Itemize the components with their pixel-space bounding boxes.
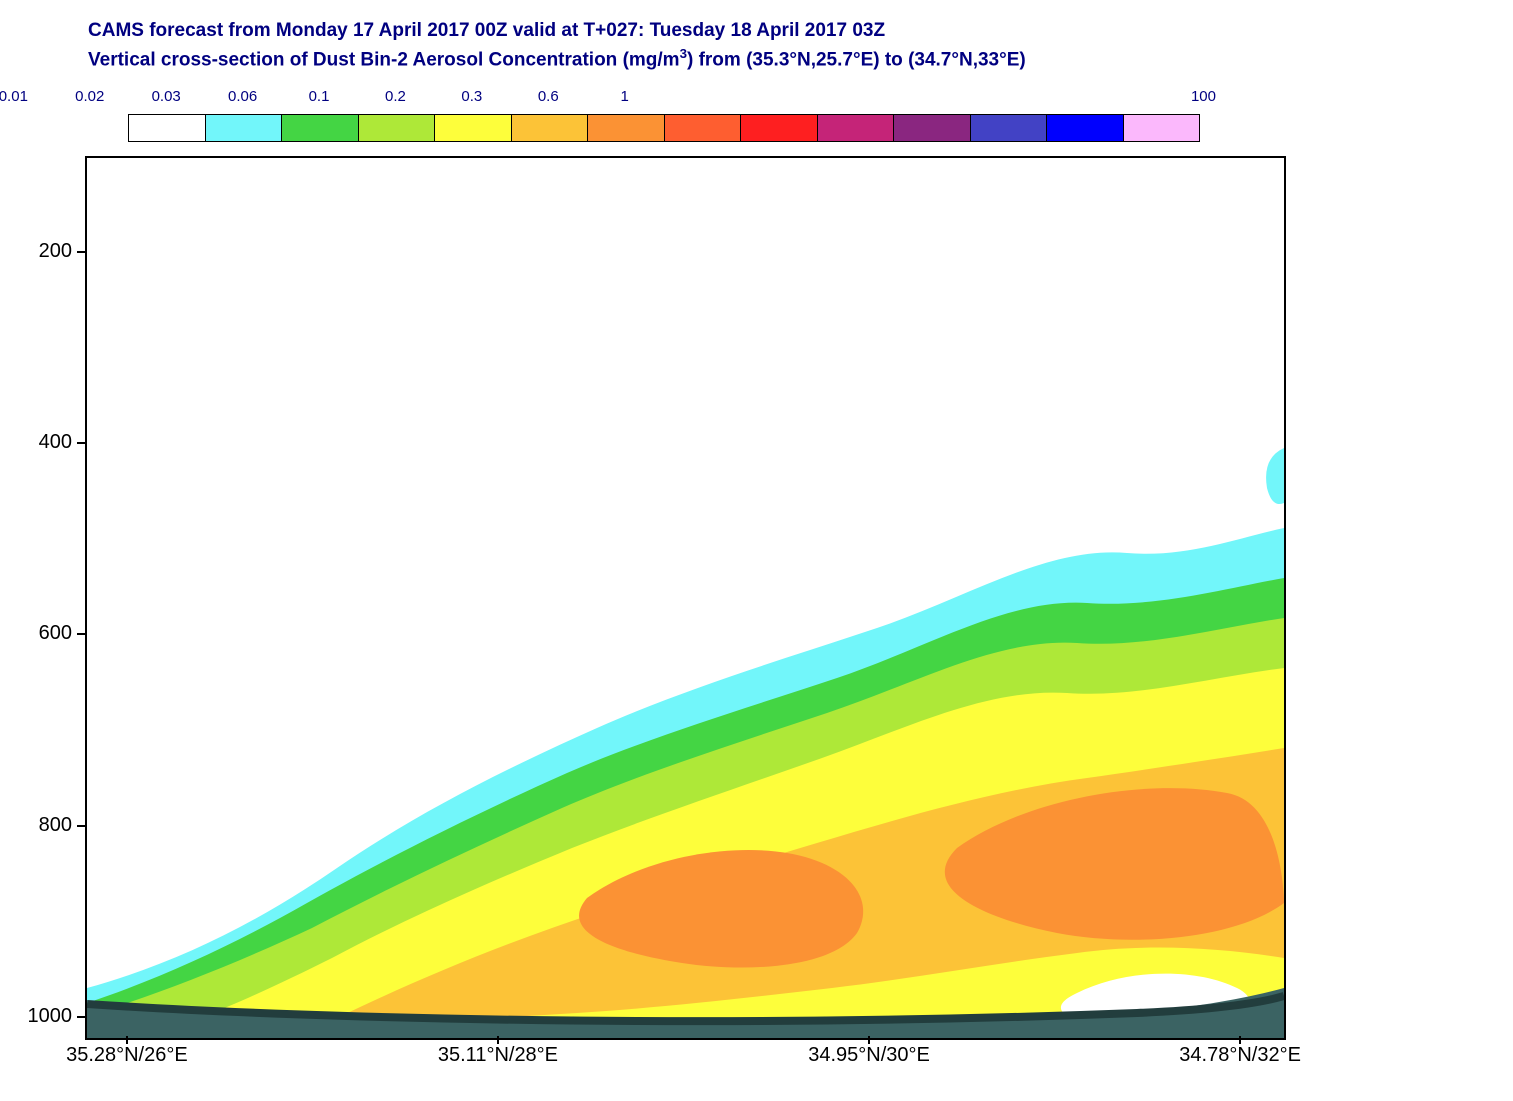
cb-label: 100 <box>1191 88 1216 105</box>
y-tick-label: 800 <box>0 814 72 837</box>
y-tick-mark <box>77 1016 85 1018</box>
colorbar-swatch <box>359 115 436 141</box>
x-tick-label: 34.95°N/30°E <box>808 1044 930 1067</box>
cb-label: 0.1 <box>281 88 357 105</box>
title-line-2: Vertical cross-section of Dust Bin-2 Aer… <box>88 46 1026 71</box>
y-tick-label: 600 <box>0 622 72 645</box>
cb-label: 0.01 <box>0 88 52 105</box>
cb-label: 0.03 <box>128 88 204 105</box>
chart-title: CAMS forecast from Monday 17 April 2017 … <box>88 20 1026 71</box>
contour-plot <box>87 158 1284 1038</box>
y-tick-mark <box>77 825 85 827</box>
colorbar-swatch <box>741 115 818 141</box>
plot-area <box>85 156 1286 1040</box>
colorbar-swatch <box>129 115 206 141</box>
colorbar-swatch <box>512 115 589 141</box>
colorbar-swatch <box>435 115 512 141</box>
title-line-1: CAMS forecast from Monday 17 April 2017 … <box>88 20 1026 42</box>
x-tick-mark <box>1239 1036 1241 1044</box>
cb-label: 0.3 <box>434 88 510 105</box>
y-tick-mark <box>77 633 85 635</box>
colorbar-swatch <box>1124 115 1200 141</box>
colorbar-swatch <box>818 115 895 141</box>
cb-label: 0.02 <box>52 88 128 105</box>
cb-label: 0.06 <box>204 88 280 105</box>
colorbar-swatch <box>282 115 359 141</box>
y-tick-label: 200 <box>0 240 72 263</box>
colorbar-swatch <box>894 115 971 141</box>
colorbar: 0 0.001 0.002 0.003 0.006 0.01 0.02 0.03… <box>128 88 1198 142</box>
colorbar-swatch <box>588 115 665 141</box>
x-tick-label: 35.11°N/28°E <box>438 1044 558 1067</box>
colorbar-swatch <box>1047 115 1124 141</box>
colorbar-swatch <box>971 115 1048 141</box>
x-tick-label: 35.28°N/26°E <box>66 1044 188 1067</box>
x-tick-mark <box>497 1036 499 1044</box>
colorbar-labels: 0 0.001 0.002 0.003 0.006 0.01 0.02 0.03… <box>128 88 1198 108</box>
y-tick-mark <box>77 442 85 444</box>
cb-label: 0.2 <box>357 88 433 105</box>
colorbar-swatch <box>665 115 742 141</box>
colorbar-swatches <box>128 114 1200 142</box>
colorbar-swatch <box>206 115 283 141</box>
y-tick-mark <box>77 251 85 253</box>
x-tick-mark <box>126 1036 128 1044</box>
cyan-corner <box>1266 448 1284 504</box>
y-tick-label: 1000 <box>0 1005 72 1028</box>
y-tick-label: 400 <box>0 431 72 454</box>
cb-label: 1 <box>586 88 662 105</box>
x-tick-label: 34.78°N/32°E <box>1179 1044 1301 1067</box>
x-tick-mark <box>868 1036 870 1044</box>
cb-label: 0.6 <box>510 88 586 105</box>
